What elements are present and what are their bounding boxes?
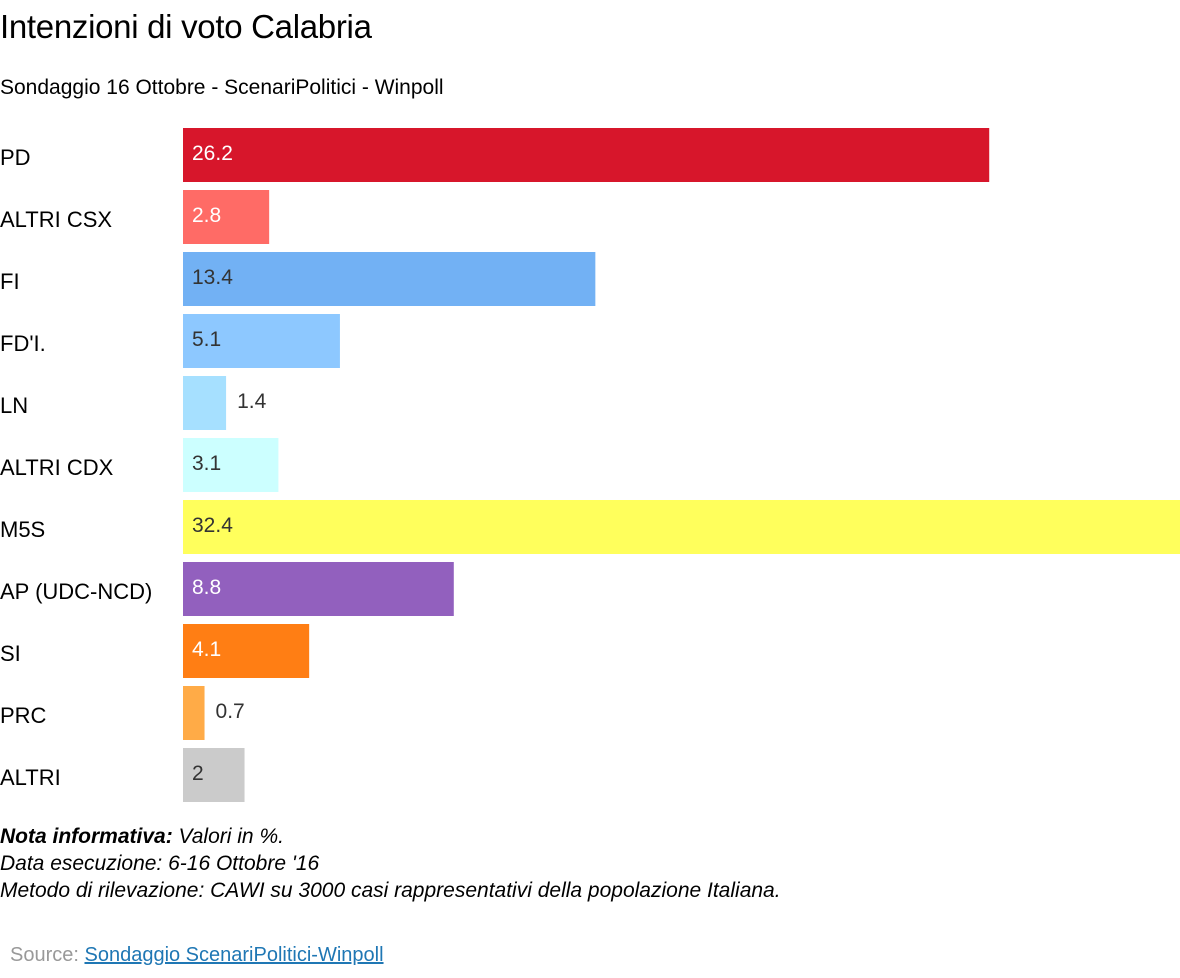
value-label: 8.8 bbox=[192, 576, 221, 599]
category-label: FI bbox=[0, 269, 20, 294]
bar bbox=[183, 686, 205, 740]
bar bbox=[183, 190, 270, 244]
notes-values-text: Valori in %. bbox=[172, 825, 284, 848]
bar bbox=[183, 314, 340, 368]
source-prefix: Source: bbox=[10, 944, 85, 966]
value-label: 26.2 bbox=[192, 142, 233, 165]
value-label: 13.4 bbox=[192, 266, 233, 289]
category-label: SI bbox=[0, 641, 21, 666]
notes-block: Nota informativa: Valori in %. Data esec… bbox=[0, 823, 781, 904]
chart-title: Intenzioni di voto Calabria bbox=[0, 8, 372, 45]
chart-subtitle: Sondaggio 16 Ottobre - ScenariPolitici -… bbox=[0, 76, 444, 99]
value-label: 1.4 bbox=[237, 390, 267, 413]
source-credit: Source: Sondaggio ScenariPolitici-Winpol… bbox=[10, 944, 384, 967]
notes-heading: Nota informativa: bbox=[0, 825, 173, 848]
value-label: 4.1 bbox=[192, 638, 221, 661]
category-label: PRC bbox=[0, 703, 47, 728]
value-label: 2 bbox=[192, 762, 204, 785]
bar bbox=[183, 748, 245, 802]
value-label: 0.7 bbox=[216, 700, 245, 723]
category-label: ALTRI CDX bbox=[0, 455, 114, 480]
category-label: FD'I. bbox=[0, 331, 46, 356]
category-label: LN bbox=[0, 393, 28, 418]
bar bbox=[183, 562, 454, 616]
source-link[interactable]: Sondaggio ScenariPolitici-Winpoll bbox=[84, 944, 384, 966]
bar bbox=[183, 252, 596, 306]
category-label: ALTRI CSX bbox=[0, 207, 112, 232]
bar bbox=[183, 438, 279, 492]
value-label: 32.4 bbox=[192, 514, 233, 537]
value-label: 5.1 bbox=[192, 328, 221, 351]
value-label: 3.1 bbox=[192, 452, 221, 475]
category-label: AP (UDC-NCD) bbox=[0, 579, 152, 604]
bar bbox=[183, 128, 990, 182]
category-label: PD bbox=[0, 145, 31, 170]
notes-line-1: Nota informativa: Valori in %. bbox=[0, 823, 781, 850]
bar bbox=[183, 624, 310, 678]
notes-line-2: Data esecuzione: 6-16 Ottobre '16 bbox=[0, 852, 320, 875]
category-label: ALTRI bbox=[0, 765, 61, 790]
bar bbox=[183, 376, 227, 430]
notes-line-3: Metodo di rilevazione: CAWI su 3000 casi… bbox=[0, 879, 781, 902]
category-label: M5S bbox=[0, 517, 45, 542]
value-label: 2.8 bbox=[192, 204, 221, 227]
bar bbox=[183, 500, 1180, 554]
